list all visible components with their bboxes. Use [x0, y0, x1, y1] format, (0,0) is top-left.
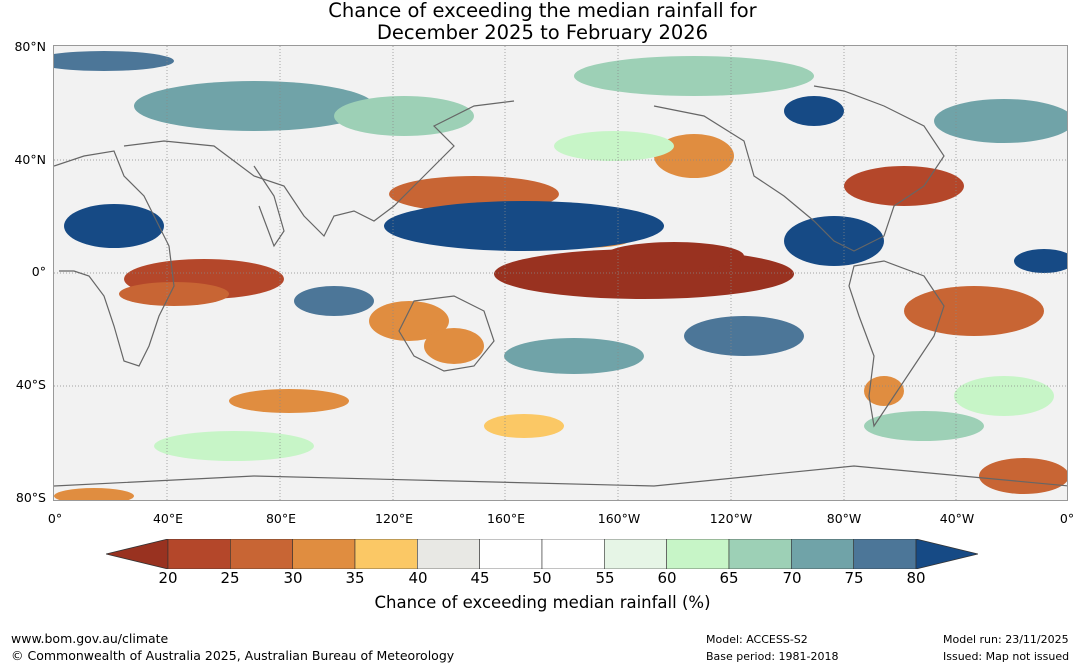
title-line-2: December 2025 to February 2026 [376, 21, 709, 44]
colorbar-tick-30: 30 [283, 569, 303, 587]
colorbar-swatch-25-30 [230, 539, 293, 569]
lat-label-80n: 80°N [14, 39, 46, 54]
lat-label-40n: 40°N [14, 152, 46, 167]
colorbar-swatch-45-50 [479, 539, 543, 569]
colorbar-swatch-40-45 [417, 539, 480, 569]
model-text: Model: ACCESS-S2 [706, 633, 808, 646]
colorbar-tick-25: 25 [220, 569, 240, 587]
rainfall-map [53, 45, 1068, 501]
colorbar-swatch-75-80 [853, 539, 917, 569]
coastlines [54, 85, 1067, 487]
colorbar-swatches [106, 539, 978, 569]
footer-model-info: Model: ACCESS-S2 Base period: 1981-2018 [706, 631, 838, 665]
lon-label-80w: 80°W [826, 511, 862, 526]
colorbar-swatch-35-40 [354, 539, 418, 569]
colorbar-tick-75: 75 [844, 569, 864, 587]
colorbar-swatch-70-75 [791, 539, 854, 569]
colorbar-tick-40: 40 [408, 569, 428, 587]
rainfall-map-canvas [54, 46, 1067, 500]
colorbar-tick-20: 20 [158, 569, 178, 587]
graticule [54, 46, 1067, 500]
title-line-1: Chance of exceeding the median rainfall … [328, 0, 757, 22]
colorbar-swatch-30-35 [292, 539, 356, 569]
lon-label-160w: 160°W [597, 511, 641, 526]
lat-label-80s: 80°S [15, 490, 46, 505]
colorbar-swatch-above-80 [915, 539, 978, 569]
lon-label-0: 0° [47, 511, 63, 526]
colorbar-swatch-60-65 [666, 539, 730, 569]
colorbar-tick-60: 60 [657, 569, 677, 587]
base-period-text: Base period: 1981-2018 [706, 650, 839, 663]
lon-label-40w: 40°W [939, 511, 975, 526]
colorbar-swatch-20-25 [167, 539, 231, 569]
colorbar-tick-80: 80 [906, 569, 926, 587]
colorbar-swatch-50-55 [541, 539, 605, 569]
issued-text: Issued: Map not issued [943, 650, 1070, 663]
colorbar-tick-55: 55 [595, 569, 615, 587]
lon-label-160e: 160°E [486, 511, 526, 526]
footer-run-info: Model run: 23/11/2025 Issued: Map not is… [943, 631, 1069, 665]
lon-label-40e: 40°E [152, 511, 184, 526]
colorbar-tick-45: 45 [470, 569, 490, 587]
colorbar-tick-35: 35 [345, 569, 365, 587]
colorbar-swatch-55-60 [604, 539, 667, 569]
lon-label-120e: 120°E [374, 511, 414, 526]
map-title: Chance of exceeding the median rainfall … [0, 0, 1085, 44]
lon-label-120w: 120°W [709, 511, 753, 526]
colorbar-swatch-65-70 [728, 539, 792, 569]
lon-label-0-right: 0° [1059, 511, 1075, 526]
colorbar [106, 539, 978, 569]
colorbar-swatch-below-20 [106, 539, 169, 569]
lon-label-80e: 80°E [265, 511, 297, 526]
colorbar-label: Chance of exceeding median rainfall (%) [374, 593, 711, 612]
lat-label-40s: 40°S [15, 377, 46, 392]
colorbar-tick-50: 50 [532, 569, 552, 587]
colorbar-tick-65: 65 [719, 569, 739, 587]
colorbar-tick-70: 70 [782, 569, 802, 587]
model-run-text: Model run: 23/11/2025 [943, 633, 1069, 646]
rainfall-anomaly-patches [54, 51, 1067, 500]
lat-label-0: 0° [31, 264, 46, 279]
footer-left: www.bom.gov.au/climate © Commonwealth of… [11, 630, 454, 664]
copyright-text: © Commonwealth of Australia 2025, Austra… [11, 648, 455, 663]
website-text: www.bom.gov.au/climate [11, 631, 169, 646]
